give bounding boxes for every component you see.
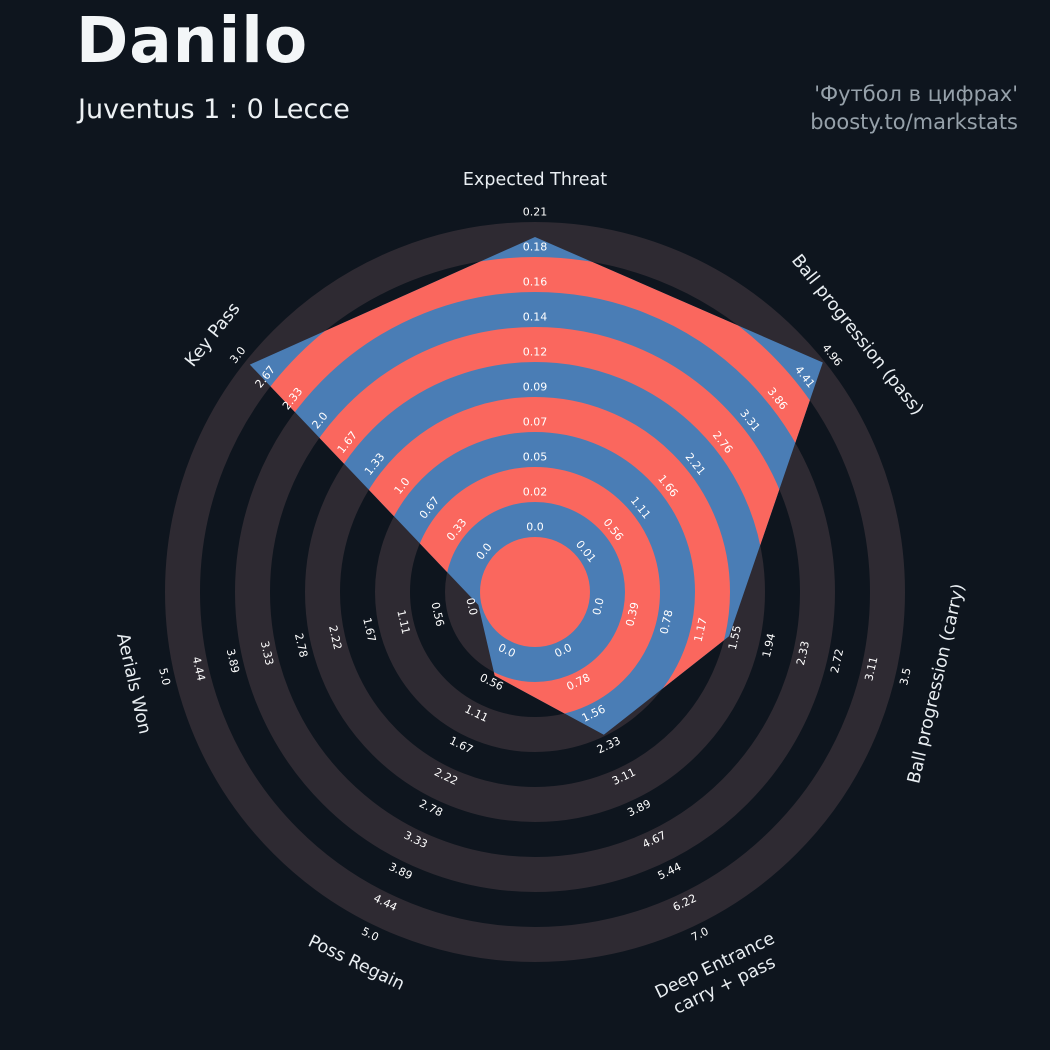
ring-tick-label: 0.02 <box>523 486 548 499</box>
ring-tick-label: 0.14 <box>523 311 548 324</box>
watermark-url: boosty.to/markstats <box>810 110 1018 135</box>
ring-tick-label: 1.67 <box>360 616 378 643</box>
ring-tick-label: 2.78 <box>292 632 310 659</box>
ring-tick-label: 1.55 <box>726 624 744 651</box>
ring-tick-label: 2.22 <box>326 624 344 651</box>
page-title: Danilo <box>76 4 309 77</box>
ring-tick-label: 3.89 <box>224 648 242 675</box>
ring-tick-label: 0.56 <box>428 601 446 628</box>
ring-tick-label: 0.05 <box>523 451 548 464</box>
ring-tick-label: 0.0 <box>526 521 544 534</box>
ring-tick-label: 5.0 <box>156 667 173 687</box>
axis-title: Poss Regain <box>305 932 408 995</box>
ring-tick-label: 0.0 <box>590 597 607 617</box>
axis-title: Aerials Won <box>112 631 154 736</box>
watermark-brand: 'Футбол в цифрах' <box>814 82 1018 106</box>
axis-title: Ball progression (carry) <box>904 582 969 786</box>
ring-tick-label: 0.39 <box>623 601 641 628</box>
ring-tick-label: 5.0 <box>359 925 380 944</box>
ring-tick-label: 0.07 <box>523 416 548 429</box>
ring-tick-label: 3.11 <box>862 655 880 682</box>
ring-tick-label: 0.0 <box>463 597 480 617</box>
ring-tick-label: 4.44 <box>190 655 208 682</box>
ring-tick-label: 0.12 <box>523 346 548 359</box>
ring-tick-label: 3.33 <box>258 640 276 667</box>
ring-tick-label: 0.16 <box>523 276 548 289</box>
watermark: 'Футбол в цифрах' boosty.to/markstats <box>810 80 1018 137</box>
ring-tick-label: 0.21 <box>523 206 548 219</box>
ring-tick-label: 2.33 <box>794 640 812 667</box>
ring-tick-label: 1.94 <box>760 632 778 659</box>
ring-tick-label: 0.78 <box>658 609 676 636</box>
ring-tick-label: 1.17 <box>692 616 710 643</box>
ring-tick-label: 7.0 <box>689 925 710 944</box>
ring-tick-label: 3.5 <box>897 667 914 687</box>
match-subtitle: Juventus 1 : 0 Lecce <box>78 94 350 125</box>
ring-tick-label: 0.09 <box>523 381 548 394</box>
ring-tick-label: 2.72 <box>828 648 846 675</box>
axis-title: Deep Entrancecarry + pass <box>652 929 787 1023</box>
axis-title: Expected Threat <box>463 170 607 190</box>
ring-tick-label: 1.11 <box>394 609 412 636</box>
ring-tick-label: 0.18 <box>523 241 548 254</box>
